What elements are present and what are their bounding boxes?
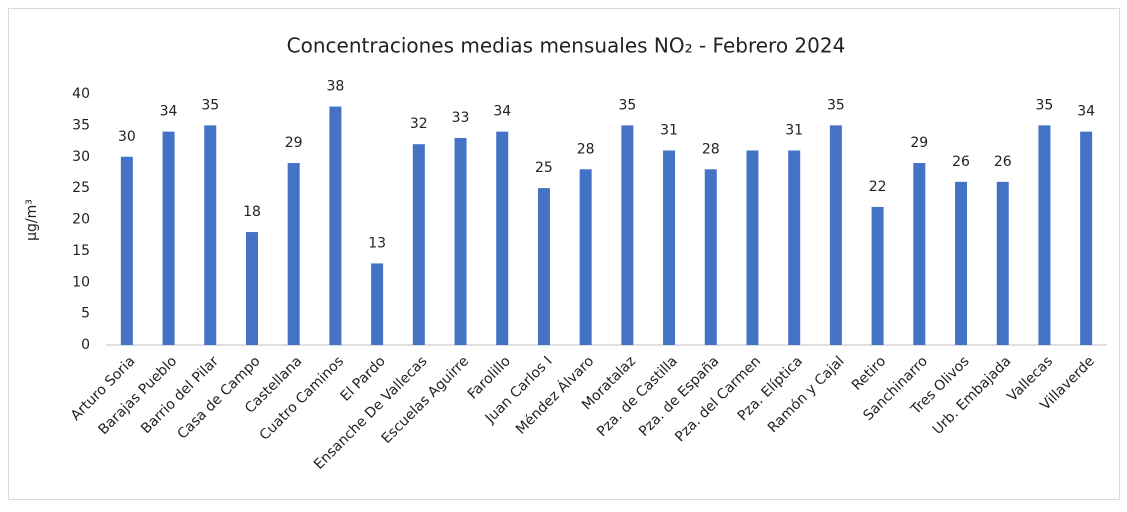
bar: [412, 144, 425, 345]
bar: [204, 125, 217, 345]
data-label: 35: [618, 97, 636, 113]
data-label: 13: [368, 235, 386, 251]
chart-title: Concentraciones medias mensuales NO₂ - F…: [287, 34, 846, 58]
y-tick-label: 35: [72, 117, 90, 133]
data-label: 18: [243, 204, 261, 220]
bar: [579, 169, 592, 345]
data-label: 33: [452, 110, 470, 126]
data-label: 31: [660, 122, 678, 138]
bar: [663, 150, 676, 345]
data-label: 26: [994, 154, 1012, 170]
y-tick-label: 30: [72, 149, 90, 165]
y-tick-label: 0: [81, 337, 90, 353]
data-label: 28: [577, 141, 595, 157]
data-label: 29: [285, 135, 303, 151]
bar: [496, 131, 509, 345]
data-label: 34: [160, 104, 178, 120]
bar: [788, 150, 801, 345]
y-tick-label: 15: [72, 243, 90, 259]
bar: [829, 125, 842, 345]
bar: [1080, 131, 1093, 345]
y-tick-label: 10: [72, 274, 90, 290]
data-label: 30: [118, 129, 136, 145]
bar: [1038, 125, 1051, 345]
bar: [329, 106, 342, 345]
bar: [371, 263, 384, 345]
data-label: 34: [1077, 104, 1095, 120]
bar: [162, 131, 175, 345]
bar: [704, 169, 717, 345]
bar: [454, 137, 467, 345]
data-label: 29: [910, 135, 928, 151]
y-tick-label: 40: [72, 86, 90, 102]
y-axis-label: µg/m³: [24, 199, 40, 241]
bar: [871, 206, 884, 345]
data-label: 35: [1036, 97, 1054, 113]
bar: [537, 188, 550, 345]
data-label: 28: [702, 141, 720, 157]
bar: [955, 181, 968, 345]
data-label: 35: [201, 97, 219, 113]
data-label: 38: [326, 79, 344, 95]
data-label: 34: [493, 104, 511, 120]
bar: [996, 181, 1009, 345]
y-tick-label: 20: [72, 212, 90, 228]
data-label: 22: [869, 179, 887, 195]
bar: [287, 163, 300, 345]
data-label: 32: [410, 116, 428, 132]
bar: [245, 232, 258, 345]
y-tick-label: 25: [72, 180, 90, 196]
data-label: 25: [535, 160, 553, 176]
bar: [621, 125, 634, 345]
y-tick-label: 5: [81, 306, 90, 322]
chart-frame: [8, 8, 1120, 500]
bar: [746, 150, 759, 345]
data-label: 26: [952, 154, 970, 170]
data-label: 35: [827, 97, 845, 113]
bar: [913, 163, 926, 345]
bar: [120, 156, 133, 345]
data-label: 31: [785, 122, 803, 138]
